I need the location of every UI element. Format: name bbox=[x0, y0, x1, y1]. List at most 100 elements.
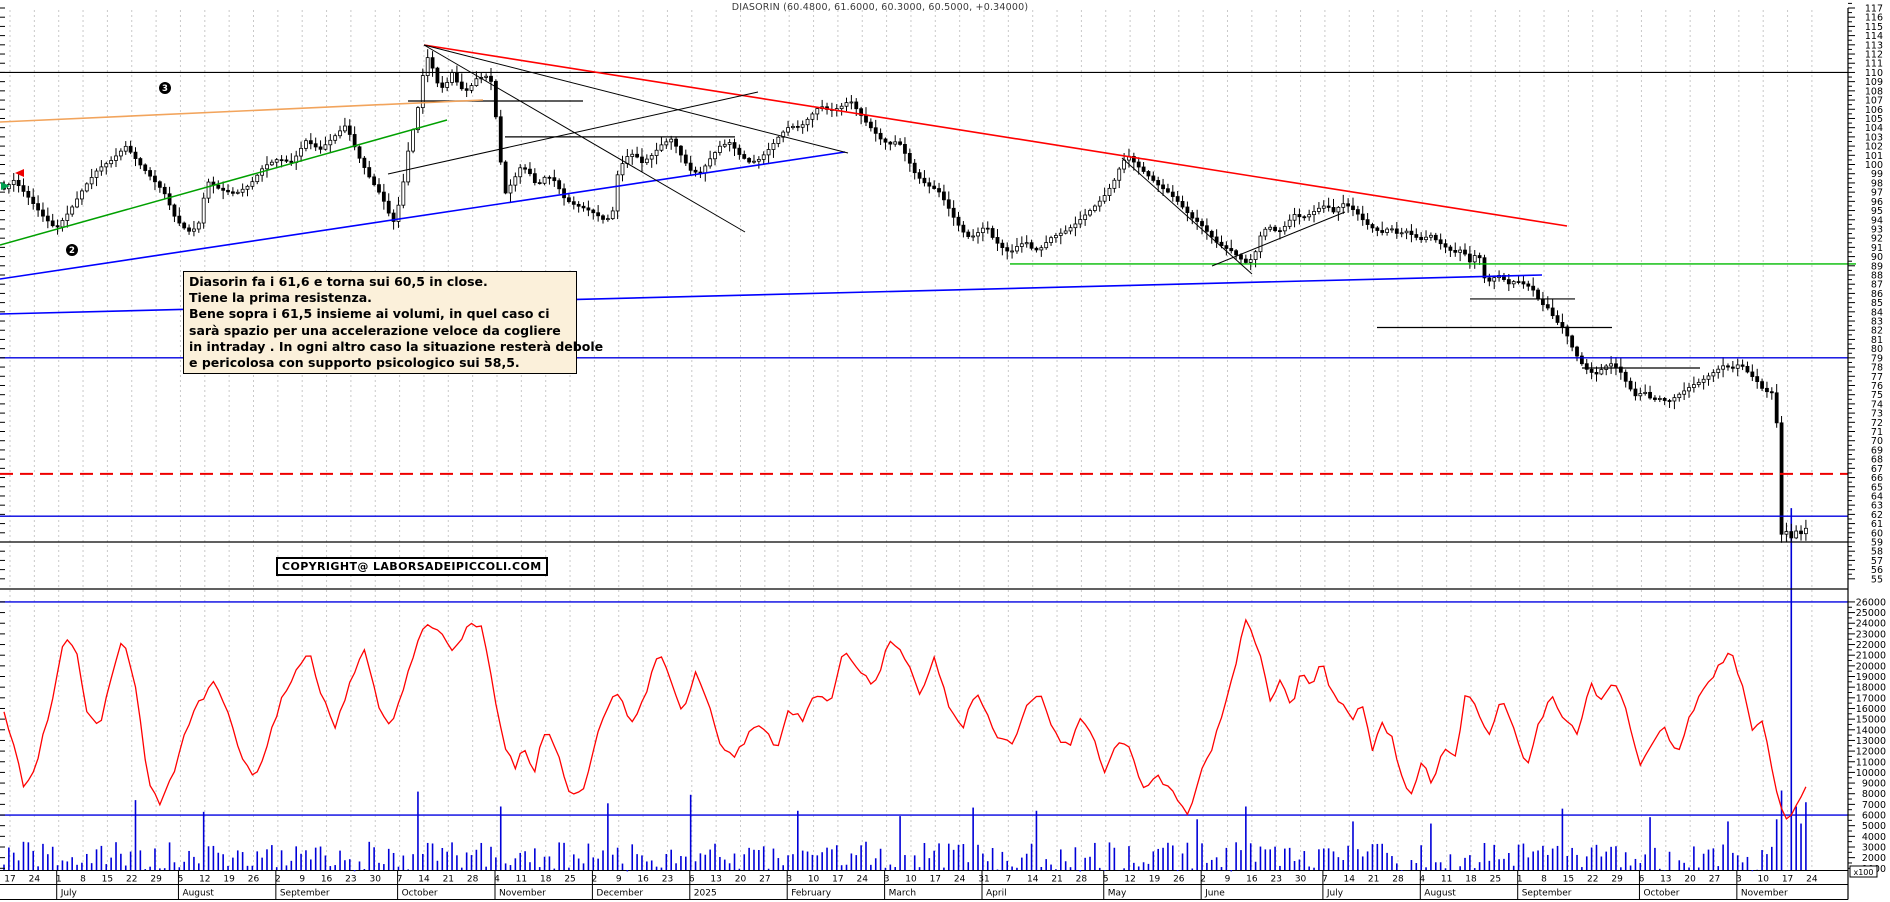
price-tick-label: 89 bbox=[1871, 261, 1883, 272]
volume-tick-label: 3000 bbox=[1862, 842, 1886, 853]
price-tick-label: 116 bbox=[1865, 13, 1883, 24]
annotation-line: e pericolosa con supporto psicologico su… bbox=[189, 355, 520, 371]
black-sep25-decline bbox=[1121, 157, 1253, 275]
week-tick-label: 2 bbox=[275, 875, 281, 885]
week-tick-label: 6 bbox=[1639, 875, 1645, 885]
price-tick-label: 97 bbox=[1871, 188, 1883, 199]
price-tick-label: 91 bbox=[1871, 243, 1883, 254]
black-rising-2024 bbox=[387, 91, 759, 175]
week-tick-label: 26 bbox=[1173, 875, 1185, 885]
price-tick-label: 56 bbox=[1871, 565, 1883, 576]
week-tick-label: 27 bbox=[1709, 875, 1720, 885]
price-tick-label: 66 bbox=[1871, 473, 1883, 484]
price-tick-label: 100 bbox=[1865, 160, 1883, 171]
week-tick-label: 14 bbox=[418, 875, 430, 885]
volume-tick-label: 2000 bbox=[1862, 853, 1886, 864]
volume-tick-label: 23000 bbox=[1856, 629, 1886, 640]
price-tick-label: 87 bbox=[1871, 280, 1883, 291]
price-tick-label: 102 bbox=[1865, 142, 1883, 153]
price-tick-label: 70 bbox=[1871, 436, 1883, 447]
price-tick-label: 74 bbox=[1871, 399, 1883, 410]
month-label: September bbox=[1522, 889, 1572, 899]
volume-tick-label: 12000 bbox=[1856, 747, 1886, 758]
black-fan-2 bbox=[423, 44, 746, 233]
volume-tick-label: 8000 bbox=[1862, 789, 1886, 800]
month-label: November bbox=[499, 889, 546, 899]
volume-tick-label: 19000 bbox=[1856, 672, 1886, 683]
wave-circle bbox=[159, 82, 171, 94]
week-tick-label: 8 bbox=[1541, 875, 1547, 885]
week-tick-label: 10 bbox=[808, 875, 820, 885]
week-tick-label: 11 bbox=[516, 875, 527, 885]
week-tick-label: 9 bbox=[299, 875, 305, 885]
month-label: October bbox=[402, 889, 438, 899]
price-tick-label: 75 bbox=[1871, 390, 1883, 401]
signal-arrows bbox=[1, 169, 24, 190]
month-label: June bbox=[1204, 889, 1225, 899]
week-tick-label: 17 bbox=[930, 875, 941, 885]
week-tick-label: 15 bbox=[102, 875, 113, 885]
price-tick-label: 103 bbox=[1865, 132, 1883, 143]
price-tick-label: 83 bbox=[1871, 317, 1883, 328]
price-tick-label: 114 bbox=[1865, 31, 1883, 42]
price-tick-label: 108 bbox=[1865, 86, 1883, 97]
volume-tick-label: 15000 bbox=[1856, 715, 1886, 726]
week-tick-label: 7 bbox=[397, 875, 403, 885]
week-tick-label: 16 bbox=[637, 875, 649, 885]
price-tick-label: 110 bbox=[1865, 68, 1883, 79]
month-label: September bbox=[280, 889, 330, 899]
week-tick-label: 4 bbox=[1419, 875, 1425, 885]
month-label: April bbox=[986, 889, 1007, 899]
left-arrow-icon bbox=[15, 169, 24, 177]
price-tick-label: 58 bbox=[1871, 547, 1883, 558]
price-tick-label: 68 bbox=[1871, 455, 1883, 466]
week-tick-label: 18 bbox=[1465, 875, 1477, 885]
week-tick-label: 14 bbox=[1027, 875, 1039, 885]
wave-labels: 23 bbox=[66, 82, 171, 256]
price-tick-label: 71 bbox=[1871, 427, 1883, 438]
price-tick-label: 84 bbox=[1871, 307, 1883, 318]
week-tick-label: 10 bbox=[1757, 875, 1769, 885]
week-tick-label: 23 bbox=[345, 875, 356, 885]
price-tick-label: 113 bbox=[1865, 40, 1883, 51]
week-tick-label: 29 bbox=[150, 875, 162, 885]
price-tick-label: 99 bbox=[1871, 169, 1883, 180]
price-tick-label: 98 bbox=[1871, 178, 1883, 189]
week-tick-label: 27 bbox=[759, 875, 770, 885]
volume-tick-label: 10000 bbox=[1856, 768, 1886, 779]
price-tick-label: 60 bbox=[1871, 528, 1883, 539]
week-tick-label: 28 bbox=[1076, 875, 1088, 885]
week-tick-label: 25 bbox=[564, 875, 575, 885]
chart-title: DIASORIN (60.4800, 61.6000, 60.3000, 60.… bbox=[731, 2, 1029, 13]
price-tick-label: 55 bbox=[1871, 574, 1883, 585]
week-tick-label: 20 bbox=[735, 875, 747, 885]
week-tick-label: 9 bbox=[616, 875, 622, 885]
month-label: February bbox=[791, 889, 832, 899]
analysis-annotation-box: Diasorin fa i 61,6 e torna sui 60,5 in c… bbox=[183, 271, 603, 375]
price-tick-label: 105 bbox=[1865, 114, 1883, 125]
price-tick-label: 107 bbox=[1865, 96, 1883, 107]
week-tick-label: 5 bbox=[1103, 875, 1109, 885]
price-tick-label: 106 bbox=[1865, 105, 1883, 116]
price-tick-label: 73 bbox=[1871, 409, 1883, 420]
week-tick-label: 23 bbox=[662, 875, 673, 885]
month-label: July bbox=[1326, 889, 1344, 899]
week-tick-label: 19 bbox=[1149, 875, 1161, 885]
price-tick-label: 95 bbox=[1871, 206, 1883, 217]
week-tick-label: 24 bbox=[29, 875, 41, 885]
week-tick-label: 10 bbox=[905, 875, 917, 885]
volume-tick-label: 22000 bbox=[1856, 640, 1886, 651]
volume-tick-label: 18000 bbox=[1856, 683, 1886, 694]
price-tick-label: 72 bbox=[1871, 418, 1883, 429]
volume-multiplier-label: x100 bbox=[1853, 868, 1873, 877]
volume-tick-label: 13000 bbox=[1856, 736, 1886, 747]
month-label: August bbox=[1424, 889, 1456, 899]
week-tick-label: 11 bbox=[1441, 875, 1452, 885]
price-tick-label: 112 bbox=[1865, 50, 1883, 61]
week-tick-label: 28 bbox=[1392, 875, 1404, 885]
price-tick-label: 76 bbox=[1871, 381, 1883, 392]
week-tick-label: 7 bbox=[1005, 875, 1011, 885]
price-tick-label: 92 bbox=[1871, 234, 1883, 245]
wave-number: 3 bbox=[162, 84, 168, 94]
